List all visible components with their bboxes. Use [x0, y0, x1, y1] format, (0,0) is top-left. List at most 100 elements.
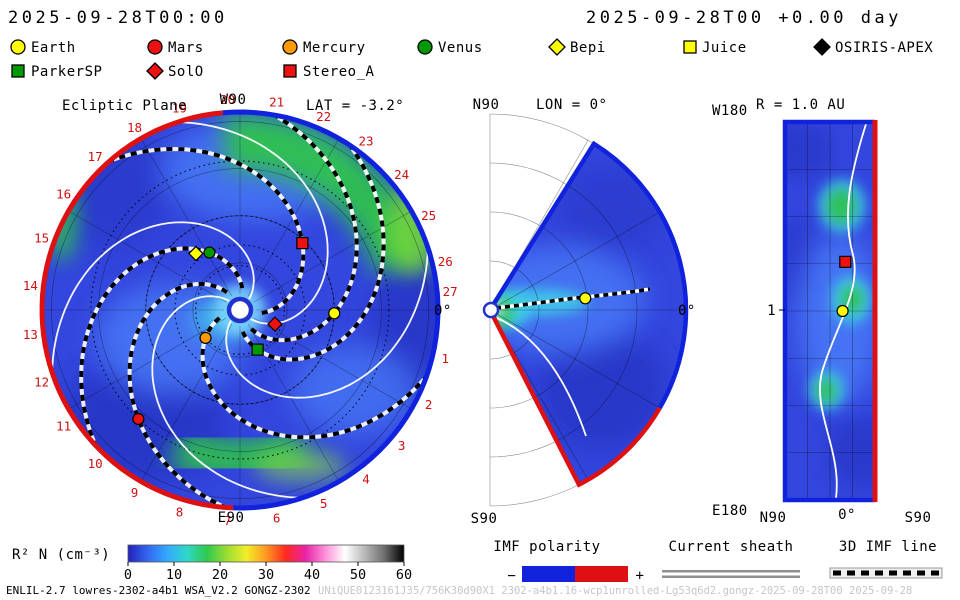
solo-legend-label: SolO	[168, 64, 204, 80]
radial-map-heatmap	[785, 122, 875, 500]
carrington-tick-label: 15	[34, 230, 49, 245]
grid-spoke	[253, 210, 412, 303]
venus-marker	[203, 246, 216, 259]
colorbar-label: R² N (cm⁻³)	[12, 547, 110, 563]
earth-legend-label: Earth	[31, 40, 76, 56]
carrington-tick-label: 23	[358, 133, 373, 148]
carrington-tick-label: 4	[362, 472, 370, 487]
map-0deg-label: 0°	[838, 507, 856, 523]
carrington-tick-label: 2	[425, 397, 433, 412]
map-n90-label: N90	[760, 510, 787, 526]
current-sheet-lines	[51, 121, 429, 499]
carrington-tick-label: 9	[131, 485, 139, 500]
ecliptic-object-markers	[132, 237, 341, 426]
solo-legend-icon	[146, 62, 164, 80]
radial-map-grid	[785, 122, 875, 500]
map-r-tick-label: 1	[767, 303, 776, 319]
map-negative-boundary	[782, 119, 875, 503]
imf-line-mars	[127, 282, 229, 507]
carrington-tick-label: 27	[443, 284, 458, 299]
current-sheet-line	[151, 295, 309, 499]
meridional-title: LON = 0°	[536, 97, 607, 113]
carrington-tick-label: 12	[34, 375, 49, 390]
ecliptic-0deg-label: 0°	[434, 303, 452, 319]
grid-spoke	[140, 138, 233, 297]
imf-polarity-legend: IMF polarity − +	[493, 539, 644, 584]
meridional-object-markers	[579, 292, 592, 305]
carrington-tick-label: 20	[220, 92, 235, 107]
model-version-text: ENLIL-2.7 lowres-2302-a4b1 WSA_V2.2 GONG…	[6, 584, 311, 597]
map-object-markers	[836, 255, 852, 318]
object-legend: Earth Mars Mercury Venus Bepi Juice OSIR…	[10, 38, 933, 80]
carrington-tick-label: 26	[438, 254, 453, 269]
imf-line-parkersp	[240, 141, 386, 362]
imf-line-legend: 3D IMF line	[829, 539, 943, 579]
venus-legend-label: Venus	[438, 40, 483, 56]
carrington-tick-label: 19	[172, 100, 187, 115]
carrington-tick-label: 22	[316, 109, 331, 124]
carrington-tick-label: 7	[224, 513, 232, 528]
bepi-legend-label: Bepi	[570, 40, 606, 56]
mercury-legend-icon	[282, 39, 298, 55]
stereo-a-marker	[839, 255, 852, 268]
imf-polarity-boundary	[39, 109, 441, 511]
current-sheath-legend: Current sheath	[662, 539, 800, 578]
imf-polarity-label: IMF polarity	[493, 539, 600, 555]
carrington-tick-label: 13	[23, 327, 38, 342]
grid-arc	[489, 162, 638, 458]
sun-marker	[226, 296, 254, 324]
mars-legend-label: Mars	[168, 40, 204, 56]
colorbar-tick-label: 60	[396, 567, 412, 583]
forecast-datetime: 2025-09-28T00 +0.00 day	[586, 8, 902, 28]
bepi-legend-icon	[548, 38, 566, 56]
current-sheath-label: Current sheath	[668, 539, 793, 555]
meridional-panel: N90 LON = 0° S90 0°	[471, 97, 696, 527]
imf-minus-sign: −	[508, 568, 517, 584]
mercury-marker	[199, 331, 212, 344]
carrington-tick-label: 8	[176, 505, 184, 520]
venus-orbit-path	[174, 244, 306, 376]
meridional-0deg-label: 0°	[678, 303, 696, 319]
carrington-tick-label: 5	[320, 496, 328, 511]
mars-legend-icon	[147, 39, 163, 55]
parkersp-legend-label: ParkerSP	[31, 64, 102, 80]
grid-spoke	[489, 211, 660, 311]
carrington-tick-label: 14	[23, 278, 38, 293]
imf-negative-swatch	[522, 566, 575, 582]
current-sheet-line	[171, 121, 329, 325]
carrington-tick-label: 10	[88, 456, 103, 471]
mars-marker	[132, 412, 145, 426]
ecliptic-title: Ecliptic Plane	[62, 98, 187, 114]
colorbar-tick-label: 20	[212, 567, 228, 583]
current-sheet-line	[496, 317, 587, 437]
imf-line-earth	[249, 113, 359, 343]
osiris-apex-legend-icon	[813, 38, 831, 56]
imf-line-venus	[79, 246, 245, 449]
ecliptic-lat-label: LAT = -3.2°	[306, 98, 404, 114]
parkersp-legend-icon	[11, 64, 25, 78]
mars-orbit-path	[90, 160, 390, 460]
current-sheet-line	[225, 241, 429, 399]
juice-legend-label: Juice	[702, 40, 747, 56]
imf-positive-swatch	[575, 566, 628, 582]
map-s90-label: S90	[905, 510, 932, 526]
grid-spoke	[489, 309, 660, 409]
juice-legend-icon	[683, 40, 697, 54]
ecliptic-positive-boundary	[39, 110, 234, 511]
carrington-tick-label: 16	[56, 187, 71, 202]
carrington-tick-label: 6	[273, 510, 281, 525]
meridional-s90-label: S90	[471, 511, 498, 527]
meridional-heatmap	[490, 143, 686, 485]
colorbar-tick-label: 30	[258, 567, 274, 583]
imf-line-label: 3D IMF line	[839, 539, 937, 555]
earth-marker	[836, 304, 849, 318]
sun-marker-meridional	[482, 301, 500, 319]
stereo-a-marker	[296, 237, 309, 250]
current-sheath-line-sample-2	[662, 575, 800, 578]
map-e180-label: E180	[712, 503, 748, 519]
carrington-tick-label: 11	[56, 418, 71, 433]
ecliptic-negative-boundary	[222, 109, 441, 511]
